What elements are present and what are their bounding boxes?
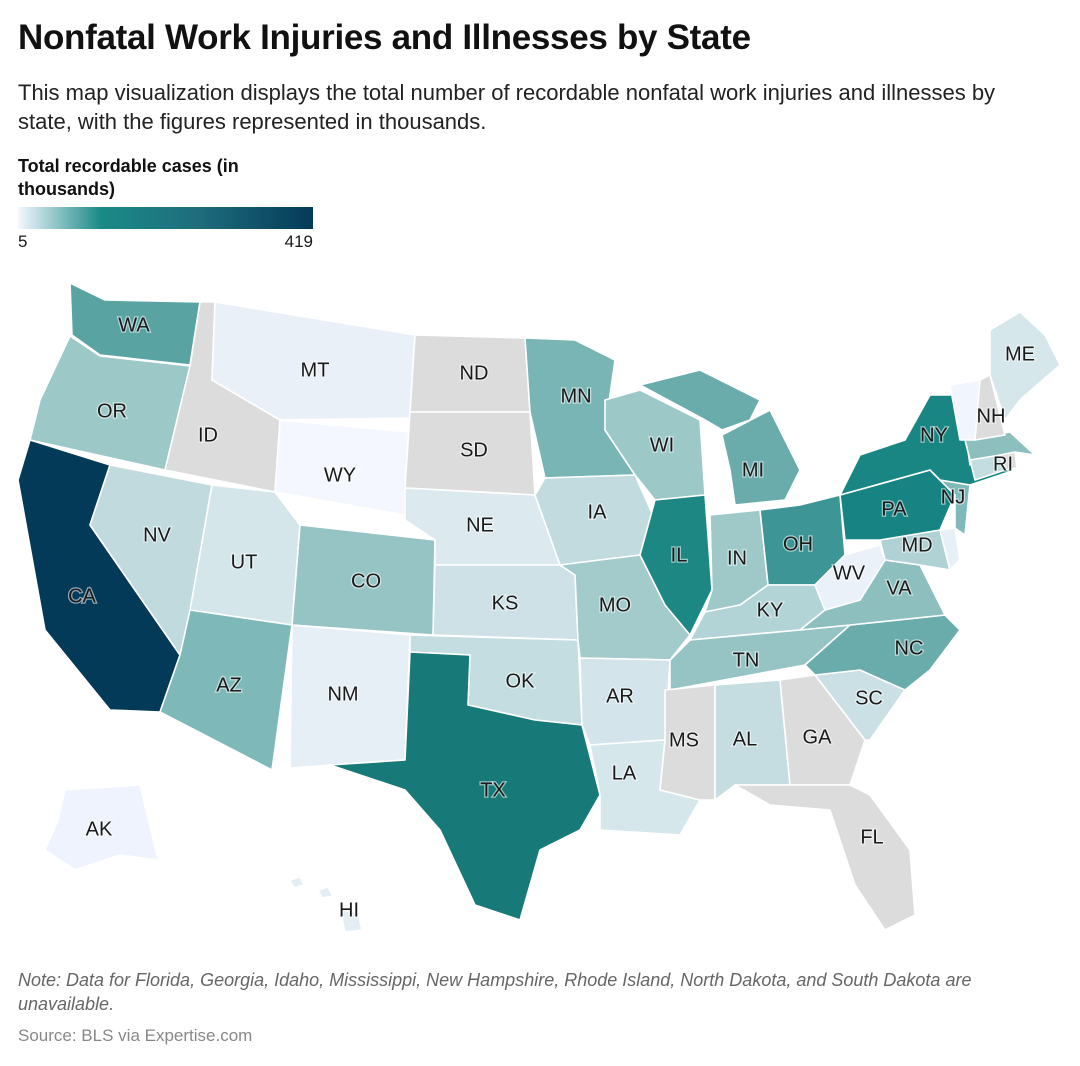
state-GA[interactable] xyxy=(779,674,866,786)
state-label-VA: VA xyxy=(886,577,912,599)
state-label-AK: AK xyxy=(86,818,113,840)
state-label-LA: LA xyxy=(612,762,637,784)
state-label-MD: MD xyxy=(901,534,932,556)
state-labels: WA OR CA NV ID MT WY UT AZ CO NM ND SD N… xyxy=(67,313,1036,923)
state-HI[interactable] xyxy=(289,876,363,933)
state-label-IN: IN xyxy=(727,547,747,569)
state-label-ND: ND xyxy=(460,362,489,384)
state-NY[interactable] xyxy=(839,394,1016,496)
state-label-WV: WV xyxy=(833,562,866,584)
state-label-ID: ID xyxy=(198,424,218,446)
state-label-RI: RI xyxy=(993,453,1013,475)
legend-max-label: 419 xyxy=(284,232,313,251)
state-label-WI: WI xyxy=(650,434,674,456)
data-note: Note: Data for Florida, Georgia, Idaho, … xyxy=(18,970,972,1014)
state-label-MO: MO xyxy=(599,594,631,616)
state-label-CO: CO xyxy=(351,570,381,592)
color-legend: Total recordable cases (in thousands) 5 … xyxy=(18,155,318,252)
state-label-NM: NM xyxy=(327,683,358,705)
state-label-WY: WY xyxy=(324,464,356,486)
state-label-CA: CA xyxy=(68,585,96,607)
legend-gradient-bar xyxy=(18,207,313,229)
state-label-IA: IA xyxy=(588,501,608,523)
state-label-OK: OK xyxy=(506,670,536,692)
state-label-SD: SD xyxy=(460,439,488,461)
state-label-PA: PA xyxy=(881,498,907,520)
state-MI[interactable] xyxy=(639,369,801,506)
state-label-IL: IL xyxy=(671,544,688,566)
state-IL[interactable] xyxy=(639,494,713,636)
state-label-WA: WA xyxy=(118,314,150,336)
state-ME[interactable] xyxy=(989,311,1061,421)
legend-min-label: 5 xyxy=(18,232,28,251)
state-label-TN: TN xyxy=(733,649,760,671)
subtitle: This map visualization displays the tota… xyxy=(18,80,996,134)
state-shapes xyxy=(17,282,1061,933)
state-NH[interactable] xyxy=(974,374,1006,441)
state-label-OH: OH xyxy=(783,533,813,555)
state-label-MS: MS xyxy=(669,729,699,751)
state-label-NE: NE xyxy=(466,514,494,536)
state-label-UT: UT xyxy=(231,551,258,573)
page-title: Nonfatal Work Injuries and Illnesses by … xyxy=(18,18,751,57)
state-label-MT: MT xyxy=(301,359,330,381)
state-DE[interactable] xyxy=(939,527,961,571)
state-label-NH: NH xyxy=(977,405,1006,427)
state-label-NY: NY xyxy=(920,424,948,446)
state-MT[interactable] xyxy=(211,301,416,421)
state-AK[interactable] xyxy=(44,784,159,871)
state-label-HI: HI xyxy=(339,899,359,921)
state-label-FL: FL xyxy=(860,826,883,848)
state-label-SC: SC xyxy=(855,687,883,709)
source-credit: Source: BLS via Expertise.com xyxy=(18,1026,253,1045)
state-FL[interactable] xyxy=(734,784,916,931)
state-label-NC: NC xyxy=(895,637,924,659)
state-label-TX: TX xyxy=(480,779,506,801)
state-label-AR: AR xyxy=(606,685,634,707)
state-label-GA: GA xyxy=(803,726,833,748)
state-label-KS: KS xyxy=(492,592,519,614)
legend-title: Total recordable cases (in thousands) xyxy=(18,156,239,199)
state-label-NJ: NJ xyxy=(941,486,965,508)
state-label-AZ: AZ xyxy=(216,674,242,696)
state-label-KY: KY xyxy=(757,599,784,621)
state-AZ[interactable] xyxy=(159,609,293,771)
state-label-MN: MN xyxy=(560,385,591,407)
state-label-OR: OR xyxy=(97,400,127,422)
state-label-ME: ME xyxy=(1005,343,1035,365)
state-label-MI: MI xyxy=(742,459,764,481)
legend-ticks: 5 419 xyxy=(18,232,313,252)
state-TX[interactable] xyxy=(329,651,601,921)
state-label-AL: AL xyxy=(733,728,757,750)
state-label-NV: NV xyxy=(143,524,171,546)
us-state-map: WA OR CA NV ID MT WY UT AZ CO NM ND SD N… xyxy=(17,282,1061,933)
